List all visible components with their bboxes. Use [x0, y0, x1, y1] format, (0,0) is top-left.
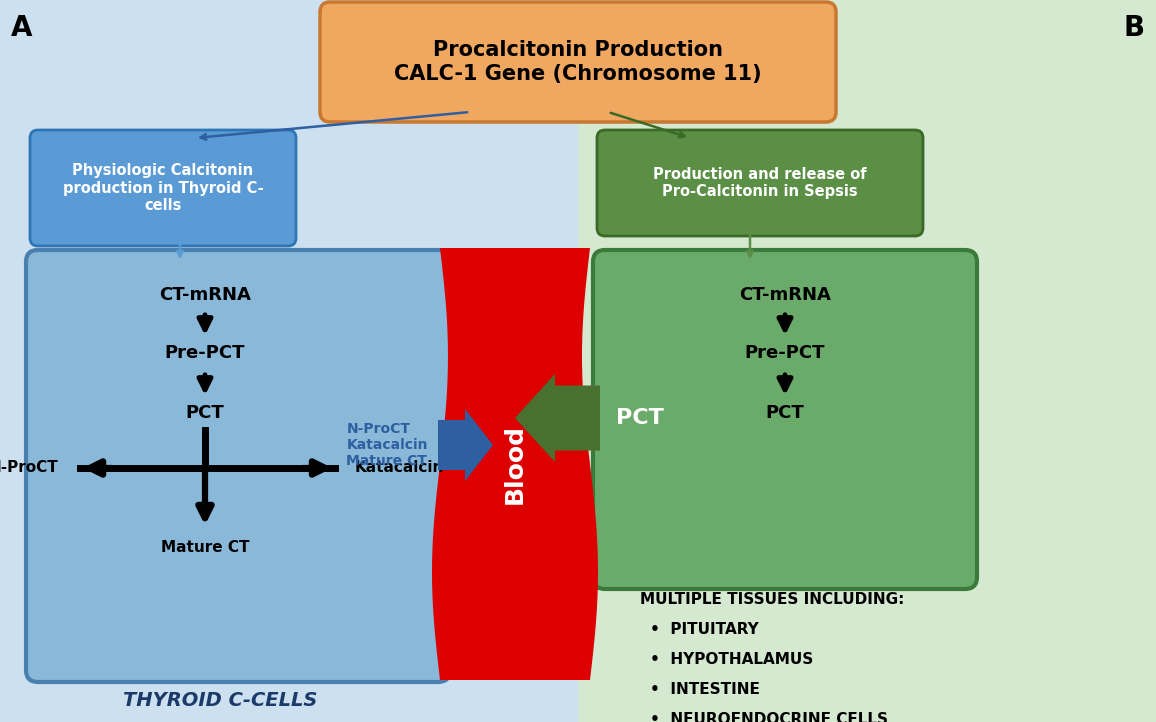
Polygon shape: [432, 248, 598, 680]
Text: Katacalcin: Katacalcin: [355, 461, 444, 476]
Text: Physiologic Calcitonin
production in Thyroid C-
cells: Physiologic Calcitonin production in Thy…: [62, 163, 264, 213]
Text: Pre-PCT: Pre-PCT: [165, 344, 245, 362]
Text: PCT: PCT: [616, 408, 664, 428]
Text: Production and release of
Pro-Calcitonin in Sepsis: Production and release of Pro-Calcitonin…: [653, 167, 867, 199]
Text: THYROID C-CELLS: THYROID C-CELLS: [123, 690, 317, 710]
Text: CT-mRNA: CT-mRNA: [160, 286, 251, 304]
Text: Pre-PCT: Pre-PCT: [744, 344, 825, 362]
Text: CT-mRNA: CT-mRNA: [739, 286, 831, 304]
FancyBboxPatch shape: [593, 250, 977, 589]
Bar: [0, 0, 578, 722]
FancyBboxPatch shape: [30, 130, 296, 246]
Text: PCT: PCT: [765, 404, 805, 422]
Text: N-ProCT
Katacalcin
Mature CT: N-ProCT Katacalcin Mature CT: [347, 422, 428, 468]
Text: Procalcitonin Production
CALC-1 Gene (Chromosome 11): Procalcitonin Production CALC-1 Gene (Ch…: [394, 40, 762, 84]
FancyArrow shape: [438, 409, 492, 481]
Text: PCT: PCT: [186, 404, 224, 422]
Text: MULTIPLE TISSUES INCLUDING:: MULTIPLE TISSUES INCLUDING:: [640, 593, 904, 607]
Text: Blood: Blood: [503, 424, 527, 504]
Text: •  NEUROENDOCRINE CELLS: • NEUROENDOCRINE CELLS: [650, 713, 888, 722]
FancyArrow shape: [516, 374, 600, 462]
Text: N-ProCT: N-ProCT: [0, 461, 58, 476]
Bar: [578, 0, 1156, 722]
FancyBboxPatch shape: [320, 2, 836, 122]
Text: •  INTESTINE: • INTESTINE: [650, 682, 759, 697]
FancyBboxPatch shape: [596, 130, 922, 236]
Text: Mature CT: Mature CT: [161, 541, 250, 555]
FancyBboxPatch shape: [25, 250, 450, 682]
Text: •  HYPOTHALAMUS: • HYPOTHALAMUS: [650, 653, 814, 668]
Text: •  PITUITARY: • PITUITARY: [650, 622, 758, 638]
Text: B: B: [1124, 14, 1144, 42]
Text: A: A: [12, 14, 32, 42]
